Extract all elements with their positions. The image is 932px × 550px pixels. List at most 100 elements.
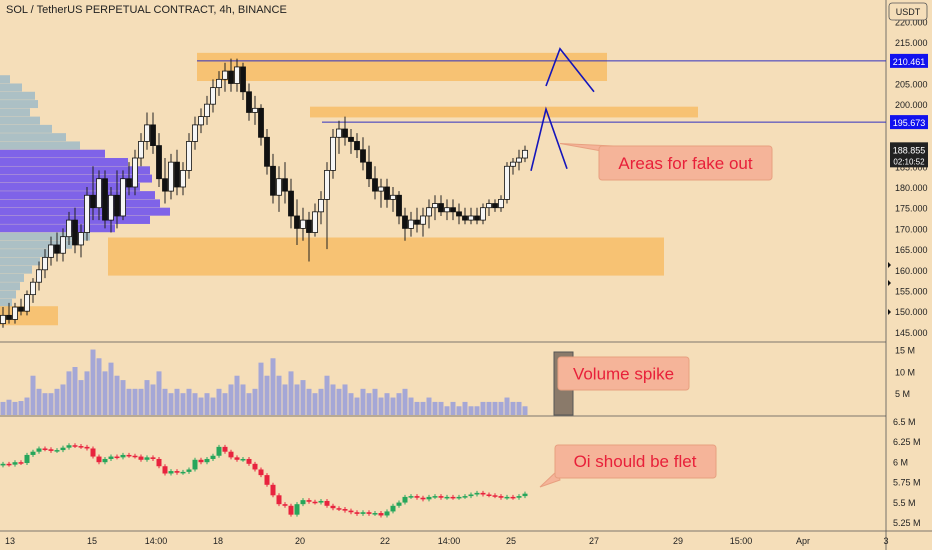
callout-text: Volume spike (573, 365, 674, 384)
oi-body (78, 446, 84, 448)
volume-bar (102, 371, 108, 415)
time-tick-label: 18 (213, 536, 223, 546)
time-tick-label: 14:00 (438, 536, 461, 546)
volume-bar (186, 388, 192, 415)
oi-candles (0, 443, 528, 518)
oi-body (258, 469, 264, 476)
oi-body (516, 496, 522, 498)
candle-body (390, 194, 396, 200)
oi-body (90, 448, 96, 457)
candle-body (318, 199, 324, 213)
candle-body (186, 141, 192, 171)
oi-body (426, 496, 432, 500)
volume-bar (474, 406, 480, 415)
candle-body (222, 70, 228, 80)
candle-body (432, 203, 438, 209)
time-tick-label: 15 (87, 536, 97, 546)
oi-body (270, 484, 276, 496)
oi-body (432, 496, 438, 498)
candle-body (192, 124, 198, 142)
volume-bar (378, 397, 384, 415)
candle-body (126, 178, 132, 188)
volume-bar (12, 401, 18, 415)
volume-bar (516, 401, 522, 415)
candle-body (360, 149, 366, 163)
candle-body (324, 170, 330, 200)
axis-marker (888, 262, 891, 268)
volume-bar (390, 397, 396, 415)
oi-body (474, 492, 480, 495)
oi-body (252, 463, 258, 470)
volume-profile-bar (0, 240, 72, 249)
candle-body (378, 186, 384, 192)
candle-body (498, 199, 504, 209)
volume-bar (426, 397, 432, 415)
volume-bar (372, 388, 378, 415)
candle-body (240, 66, 246, 93)
axis-marker (888, 309, 891, 315)
volume-bar (276, 375, 282, 415)
candle-body (108, 194, 114, 221)
candle-body (258, 107, 264, 138)
volume-bar (480, 401, 486, 415)
oi-body (348, 510, 354, 513)
volume-bar (48, 393, 54, 415)
oi-body (180, 471, 186, 474)
volume-bar (288, 371, 294, 415)
fake-out-projection (530, 106, 568, 172)
oi-body (300, 500, 306, 505)
candle-body (90, 194, 96, 209)
oi-body (42, 448, 48, 450)
currency-button-label: USDT (896, 7, 921, 17)
oi-body (210, 455, 216, 459)
oi-body (24, 454, 30, 464)
price-tick-label: 205.000 (895, 79, 928, 89)
level-price-tag (890, 115, 928, 130)
oi-body (240, 458, 246, 461)
volume-bar (162, 388, 168, 415)
price-candles (0, 58, 528, 328)
oi-body (72, 445, 78, 447)
oi-body (150, 457, 156, 459)
oi-body (366, 512, 372, 514)
volume-bar (498, 401, 504, 415)
oi-body (84, 446, 90, 449)
candle-body (174, 161, 180, 188)
supply-demand-zone (197, 52, 607, 82)
oi-body (342, 509, 348, 511)
oi-body (378, 513, 384, 516)
oi-body (0, 463, 6, 466)
oi-body (96, 456, 102, 463)
volume-profile-bar (0, 298, 12, 307)
volume-bar (306, 388, 312, 415)
oi-body (216, 446, 222, 456)
oi-body (138, 456, 144, 460)
callout-box (557, 356, 690, 391)
volume-bar (96, 358, 102, 415)
candle-body (138, 141, 144, 159)
volume-bar (222, 393, 228, 415)
volume-bar (168, 393, 174, 415)
volume-bar (198, 397, 204, 415)
oi-body (60, 447, 66, 451)
candle-body (84, 194, 90, 233)
oi-body (396, 502, 402, 506)
oi-tick-label: 5.5 M (893, 498, 916, 508)
candle-body (504, 165, 510, 200)
volume-bar (354, 397, 360, 415)
price-tick-label: 165.000 (895, 245, 928, 255)
candle-body (294, 215, 300, 229)
candle-body (48, 244, 54, 258)
candle-body (156, 145, 162, 180)
price-tick-label: 215.000 (895, 38, 928, 48)
volume-profile-bar (0, 116, 40, 125)
price-tick-label: 155.000 (895, 286, 928, 296)
price-tick-label: 160.000 (895, 266, 928, 276)
volume-bar (450, 401, 456, 415)
volume-bar (78, 380, 84, 415)
volume-bar (60, 384, 66, 415)
volume-bar (348, 393, 354, 415)
oi-body (222, 446, 228, 452)
candle-body (198, 116, 204, 126)
